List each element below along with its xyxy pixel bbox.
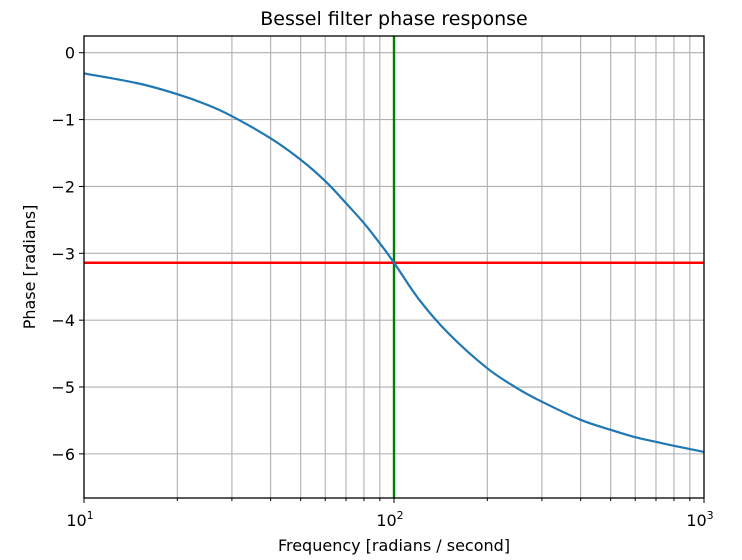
- y-tick-label: −1: [51, 111, 75, 130]
- chart-title: Bessel filter phase response: [260, 8, 527, 30]
- y-tick-label: −4: [51, 311, 75, 330]
- axis-ticks: 0 −1 −2 −3 −4 −5 −6 101 102 103: [51, 44, 713, 530]
- y-tick-label: −2: [51, 177, 75, 196]
- x-tick-label: 103: [686, 509, 713, 530]
- x-axis-label: Frequency [radians / second]: [278, 536, 510, 555]
- y-tick-label: 0: [65, 44, 75, 63]
- x-tick-label: 102: [376, 509, 403, 530]
- y-tick-label: −5: [51, 378, 75, 397]
- y-axis-label: Phase [radians]: [20, 205, 39, 330]
- x-tick-label: 101: [66, 509, 93, 530]
- y-tick-label: −6: [51, 445, 75, 464]
- phase-curve: [83, 72, 705, 453]
- y-tick-label: −3: [51, 244, 75, 263]
